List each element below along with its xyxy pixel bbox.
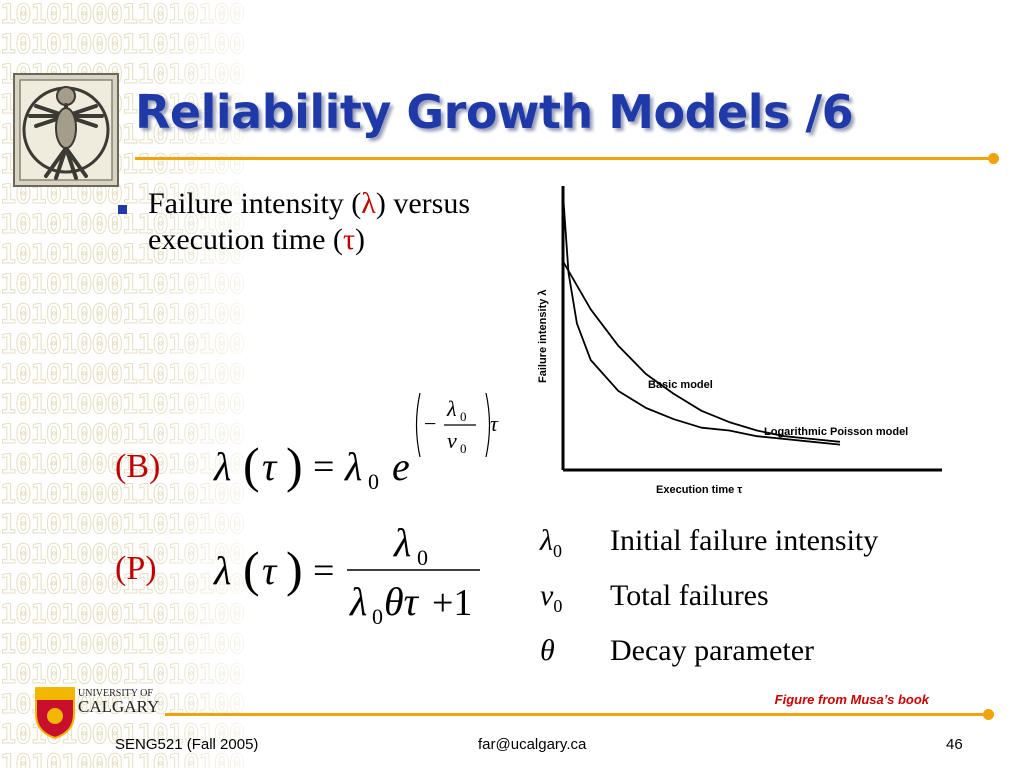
denominator-sub: 0 — [372, 604, 383, 629]
footer-rule-end-dot — [983, 709, 994, 720]
lambda-symbol: λ — [361, 187, 376, 220]
x-axis-label: Execution time τ — [656, 484, 742, 496]
denominator-lambda: λ — [349, 579, 367, 624]
binary-background-row: 1010100011010100 — [0, 419, 246, 450]
bullet-text: Failure intensity (λ) versus execution t… — [148, 186, 508, 258]
exponent-tau: τ — [490, 411, 499, 436]
legend-description: Decay parameter — [610, 634, 815, 667]
binary-background-row: 1010100011010100 — [0, 329, 246, 360]
university-line2: CALGARY — [78, 697, 159, 716]
formula-e: e — [392, 444, 410, 489]
legend-symbol-sub: 0 — [553, 541, 562, 561]
series-label-logpoisson: Logarithmic Poisson model — [764, 426, 908, 438]
bullet-marker — [118, 205, 127, 214]
binary-background-row: 1010100011010100 — [0, 629, 246, 660]
exponent-nu: ν — [447, 428, 457, 453]
footer-course: SENG521 (Fall 2005) — [115, 736, 259, 753]
formula-log-poisson-model: λ ( τ ) = λ 0 λ 0 θτ +1 — [213, 520, 480, 629]
exponent-lambda-sub: 0 — [460, 409, 467, 424]
bullet-text-part: Failure intensity ( — [148, 187, 362, 220]
y-axis-label: Failure intensity λ — [537, 289, 549, 383]
slide-title: Reliability Growth Models /6 — [135, 85, 854, 139]
legend-symbol-char: λ — [540, 524, 553, 557]
tau-symbol: τ — [342, 223, 355, 256]
denominator-theta-tau: θτ — [384, 579, 420, 624]
bullet-text-part: ) — [355, 223, 365, 256]
binary-background-row: 1010100011010100 — [0, 539, 246, 570]
binary-background-row: 1010100011010100 — [0, 29, 246, 60]
footer-page-number: 46 — [946, 736, 963, 753]
exponent-paren-close — [485, 392, 491, 458]
formula-lambda: λ — [213, 444, 231, 489]
exponent-lambda: λ — [446, 396, 457, 421]
numerator-sub: 0 — [417, 545, 428, 570]
formula-tau: τ — [262, 444, 278, 489]
formula-paren-close: ) — [286, 437, 303, 493]
binary-background-row: 1010100011010100 — [0, 749, 246, 768]
binary-background-row: 1010100011010100 — [0, 509, 246, 540]
binary-background-row: 1010100011010100 — [0, 209, 246, 240]
binary-background-row: 1010100011010100 — [0, 569, 246, 600]
vitruvian-logo-icon — [13, 73, 119, 187]
formula-paren-open: ( — [243, 437, 260, 493]
title-underline — [135, 157, 993, 160]
series-line-basic-model — [562, 260, 841, 443]
series-label-basic: Basic model — [648, 379, 713, 391]
formula-basic-model: λ ( τ ) = λ 0 e − λ 0 ν 0 τ — [213, 392, 499, 494]
bullet-text-part: ) versus execution time ( — [148, 187, 470, 256]
legend-symbol: θ — [540, 634, 555, 668]
formula-lambda: λ — [213, 548, 231, 593]
footer-email: far@ucalgary.ca — [478, 736, 587, 753]
legend-symbol-char: ν — [540, 579, 554, 612]
formula-sub-0: 0 — [368, 469, 379, 494]
model-b-label: (B) — [115, 448, 161, 485]
formula-equals: = — [313, 446, 334, 488]
university-line1: UNIVERSITY OF — [78, 688, 153, 699]
footer-rule — [165, 713, 987, 716]
legend-description: Initial failure intensity — [610, 524, 879, 557]
binary-background-row: 1010100011010100 — [0, 239, 246, 270]
title-underline-end-dot — [988, 153, 999, 164]
formula-lambda0: λ — [344, 444, 362, 489]
figure-credit: Figure from Musa’s book — [774, 692, 929, 707]
denominator-plus-one: +1 — [432, 582, 472, 624]
numerator-lambda: λ — [393, 520, 411, 565]
binary-background-row: 1010100011010100 — [0, 599, 246, 630]
formula-paren-open: ( — [243, 541, 260, 597]
binary-background-row: 1010100011010100 — [0, 269, 246, 300]
exponent-nu-sub: 0 — [460, 441, 467, 456]
formula-equals: = — [313, 550, 334, 592]
binary-background-row: 1010100011010100 — [0, 389, 246, 420]
exponent-minus: − — [424, 411, 436, 436]
failure-intensity-chart: Failure intensity λ Execution time τ Bas… — [537, 186, 942, 496]
binary-background-row: 1010100011010100 — [0, 0, 246, 30]
binary-background-row: 1010100011010100 — [0, 659, 246, 690]
series-line-log-poisson-model — [562, 193, 841, 446]
legend-description: Total failures — [610, 579, 769, 612]
exponent-paren-open — [415, 392, 421, 458]
binary-background-row: 1010100011010100 — [0, 449, 246, 480]
model-p-label: (P) — [115, 550, 157, 587]
legend-symbol: λ0 — [540, 524, 562, 562]
legend-symbol-sub: 0 — [553, 596, 563, 616]
legend-symbol-char: θ — [540, 634, 555, 667]
legend-symbol: ν0 — [540, 579, 562, 617]
binary-background-row: 1010100011010100 — [0, 479, 246, 510]
university-of-calgary-logo: UNIVERSITY OF CALGARY — [35, 687, 159, 740]
formula-tau: τ — [262, 548, 278, 593]
binary-background-row: 1010100011010100 — [0, 359, 246, 390]
formula-paren-close: ) — [286, 541, 303, 597]
binary-background-row: 1010100011010100 — [0, 299, 246, 330]
